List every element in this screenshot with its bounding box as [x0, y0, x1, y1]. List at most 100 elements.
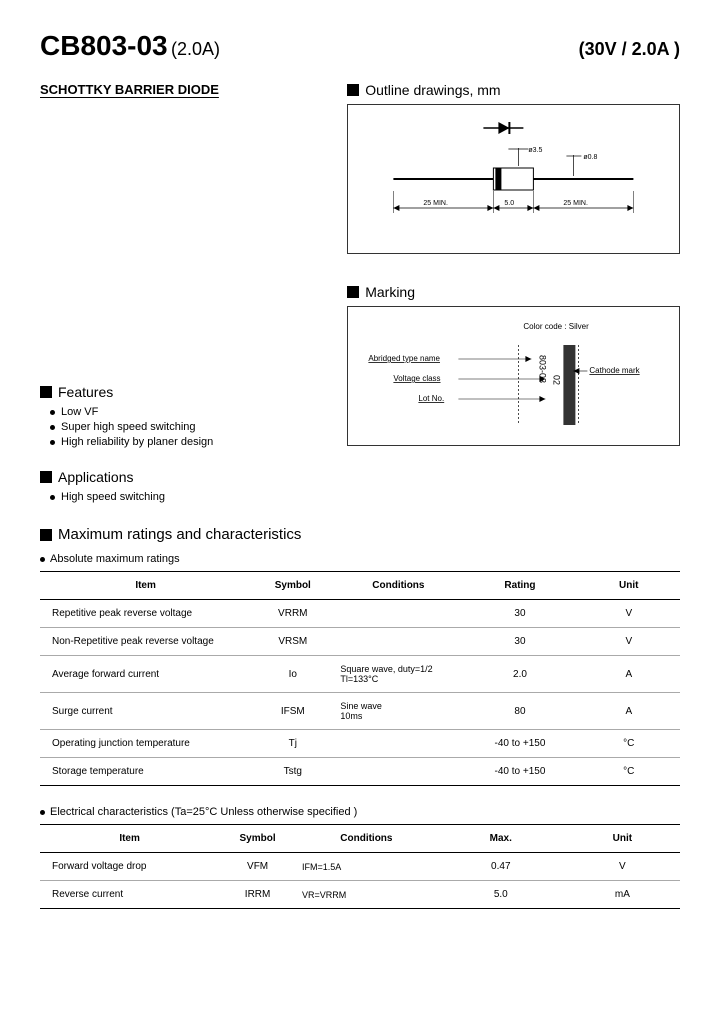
col-unit: Unit: [565, 825, 680, 853]
cell-max: 5.0: [437, 881, 565, 909]
ratings-table-wrap: Item Symbol Conditions Rating Unit Repet…: [40, 571, 680, 786]
cell-rating: 30: [462, 628, 577, 656]
svg-text:Voltage class: Voltage class: [394, 374, 441, 383]
cell-conditions: VR=VRRM: [296, 881, 437, 909]
table-row: Non-Repetitive peak reverse voltageVRSM 3…: [40, 628, 680, 656]
part-number-block: CB803-03 (2.0A): [40, 30, 220, 62]
cell-unit: V: [578, 600, 680, 628]
feature-item: Low VF: [50, 406, 328, 418]
table-row: Storage temperatureTstg -40 to +150°C: [40, 758, 680, 786]
feature-item: High reliability by planer design: [50, 436, 328, 448]
cell-symbol: Tj: [251, 730, 334, 758]
cell-max: 0.47: [437, 853, 565, 881]
product-type: SCHOTTKY BARRIER DIODE: [40, 82, 219, 97]
svg-text:Color code : Silver: Color code : Silver: [524, 322, 590, 331]
abs-max-heading: Absolute maximum ratings: [40, 553, 680, 565]
ratings-table: Item Symbol Conditions Rating Unit Repet…: [40, 571, 680, 786]
svg-text:25 MIN.: 25 MIN.: [564, 200, 589, 207]
table-header-row: Item Symbol Conditions Rating Unit: [40, 572, 680, 600]
cell-rating: 30: [462, 600, 577, 628]
col-rating: Rating: [462, 572, 577, 600]
cell-symbol: IFSM: [251, 693, 334, 730]
cell-item: Operating junction temperature: [40, 730, 251, 758]
marking-box: Color code : Silver 803-03 02 Abridged t…: [347, 306, 680, 446]
cell-conditions: [334, 758, 462, 786]
cell-item: Repetitive peak reverse voltage: [40, 600, 251, 628]
electrical-heading: Electrical characteristics (Ta=25°C Unle…: [40, 806, 680, 818]
part-rating: (30V / 2.0A ): [579, 39, 680, 60]
col-max: Max.: [437, 825, 565, 853]
col-conditions: Conditions: [334, 572, 462, 600]
electrical-table-wrap: Item Symbol Conditions Max. Unit Forward…: [40, 824, 680, 909]
svg-text:5.0: 5.0: [505, 200, 515, 207]
mid-section: Features Low VF Super high speed switchi…: [40, 264, 680, 506]
cell-unit: V: [565, 853, 680, 881]
cell-rating: -40 to +150: [462, 730, 577, 758]
cell-item: Average forward current: [40, 656, 251, 693]
svg-text:Lot No.: Lot No.: [419, 394, 445, 403]
part-number: CB803-03: [40, 30, 168, 61]
col-symbol: Symbol: [219, 825, 296, 853]
cell-conditions: [334, 730, 462, 758]
svg-text:ø0.8: ø0.8: [584, 154, 598, 161]
cell-conditions: [334, 628, 462, 656]
marking-heading: Marking: [347, 284, 680, 300]
cell-symbol: VFM: [219, 853, 296, 881]
applications-heading: Applications: [40, 469, 328, 485]
title-row: CB803-03 (2.0A) (30V / 2.0A ): [40, 30, 680, 62]
cell-conditions: Square wave, duty=1/2 Tl=133°C: [334, 656, 462, 693]
part-current: (2.0A): [171, 39, 220, 59]
cell-unit: °C: [578, 730, 680, 758]
cell-item: Surge current: [40, 693, 251, 730]
features-heading: Features: [40, 384, 328, 400]
svg-text:Abridged type name: Abridged type name: [369, 354, 441, 363]
col-item: Item: [40, 825, 219, 853]
col-item: Item: [40, 572, 251, 600]
cell-symbol: VRSM: [251, 628, 334, 656]
feature-item: Super high speed switching: [50, 421, 328, 433]
cell-symbol: IRRM: [219, 881, 296, 909]
cell-item: Reverse current: [40, 881, 219, 909]
col-symbol: Symbol: [251, 572, 334, 600]
outline-heading: Outline drawings, mm: [347, 82, 680, 98]
cell-conditions: Sine wave 10ms: [334, 693, 462, 730]
cell-unit: °C: [578, 758, 680, 786]
col-unit: Unit: [578, 572, 680, 600]
cell-item: Storage temperature: [40, 758, 251, 786]
table-row: Forward voltage dropVFMIFM=1.5A0.47V: [40, 853, 680, 881]
cell-item: Non-Repetitive peak reverse voltage: [40, 628, 251, 656]
application-item: High speed switching: [50, 491, 328, 503]
cell-symbol: Tstg: [251, 758, 334, 786]
marking-drawing: Color code : Silver 803-03 02 Abridged t…: [356, 315, 671, 435]
cell-rating: -40 to +150: [462, 758, 577, 786]
features-list: Low VF Super high speed switching High r…: [40, 406, 328, 448]
table-header-row: Item Symbol Conditions Max. Unit: [40, 825, 680, 853]
svg-text:25 MIN.: 25 MIN.: [424, 200, 449, 207]
svg-text:02: 02: [552, 375, 562, 385]
subtitle-row: SCHOTTKY BARRIER DIODE Outline drawings,…: [40, 82, 680, 254]
cell-symbol: Io: [251, 656, 334, 693]
electrical-table: Item Symbol Conditions Max. Unit Forward…: [40, 824, 680, 909]
outline-drawing-box: ø3.5 ø0.8 25 MIN. 5.0 25: [347, 104, 680, 254]
cell-unit: A: [578, 656, 680, 693]
svg-text:Cathode mark: Cathode mark: [590, 366, 641, 375]
applications-list: High speed switching: [40, 491, 328, 503]
cell-unit: mA: [565, 881, 680, 909]
diode-outline-drawing: ø3.5 ø0.8 25 MIN. 5.0 25: [356, 113, 671, 243]
cell-conditions: IFM=1.5A: [296, 853, 437, 881]
col-conditions: Conditions: [296, 825, 437, 853]
table-row: Operating junction temperatureTj -40 to +…: [40, 730, 680, 758]
table-row: Surge currentIFSMSine wave 10ms80A: [40, 693, 680, 730]
table-row: Average forward currentIoSquare wave, du…: [40, 656, 680, 693]
table-row: Repetitive peak reverse voltageVRRM 30V: [40, 600, 680, 628]
table-row: Reverse currentIRRMVR=VRRM5.0mA: [40, 881, 680, 909]
cell-symbol: VRRM: [251, 600, 334, 628]
cell-conditions: [334, 600, 462, 628]
cell-item: Forward voltage drop: [40, 853, 219, 881]
ratings-heading: Maximum ratings and characteristics: [40, 526, 680, 543]
cell-unit: A: [578, 693, 680, 730]
cell-rating: 2.0: [462, 656, 577, 693]
svg-text:ø3.5: ø3.5: [529, 147, 543, 154]
cell-rating: 80: [462, 693, 577, 730]
cell-unit: V: [578, 628, 680, 656]
